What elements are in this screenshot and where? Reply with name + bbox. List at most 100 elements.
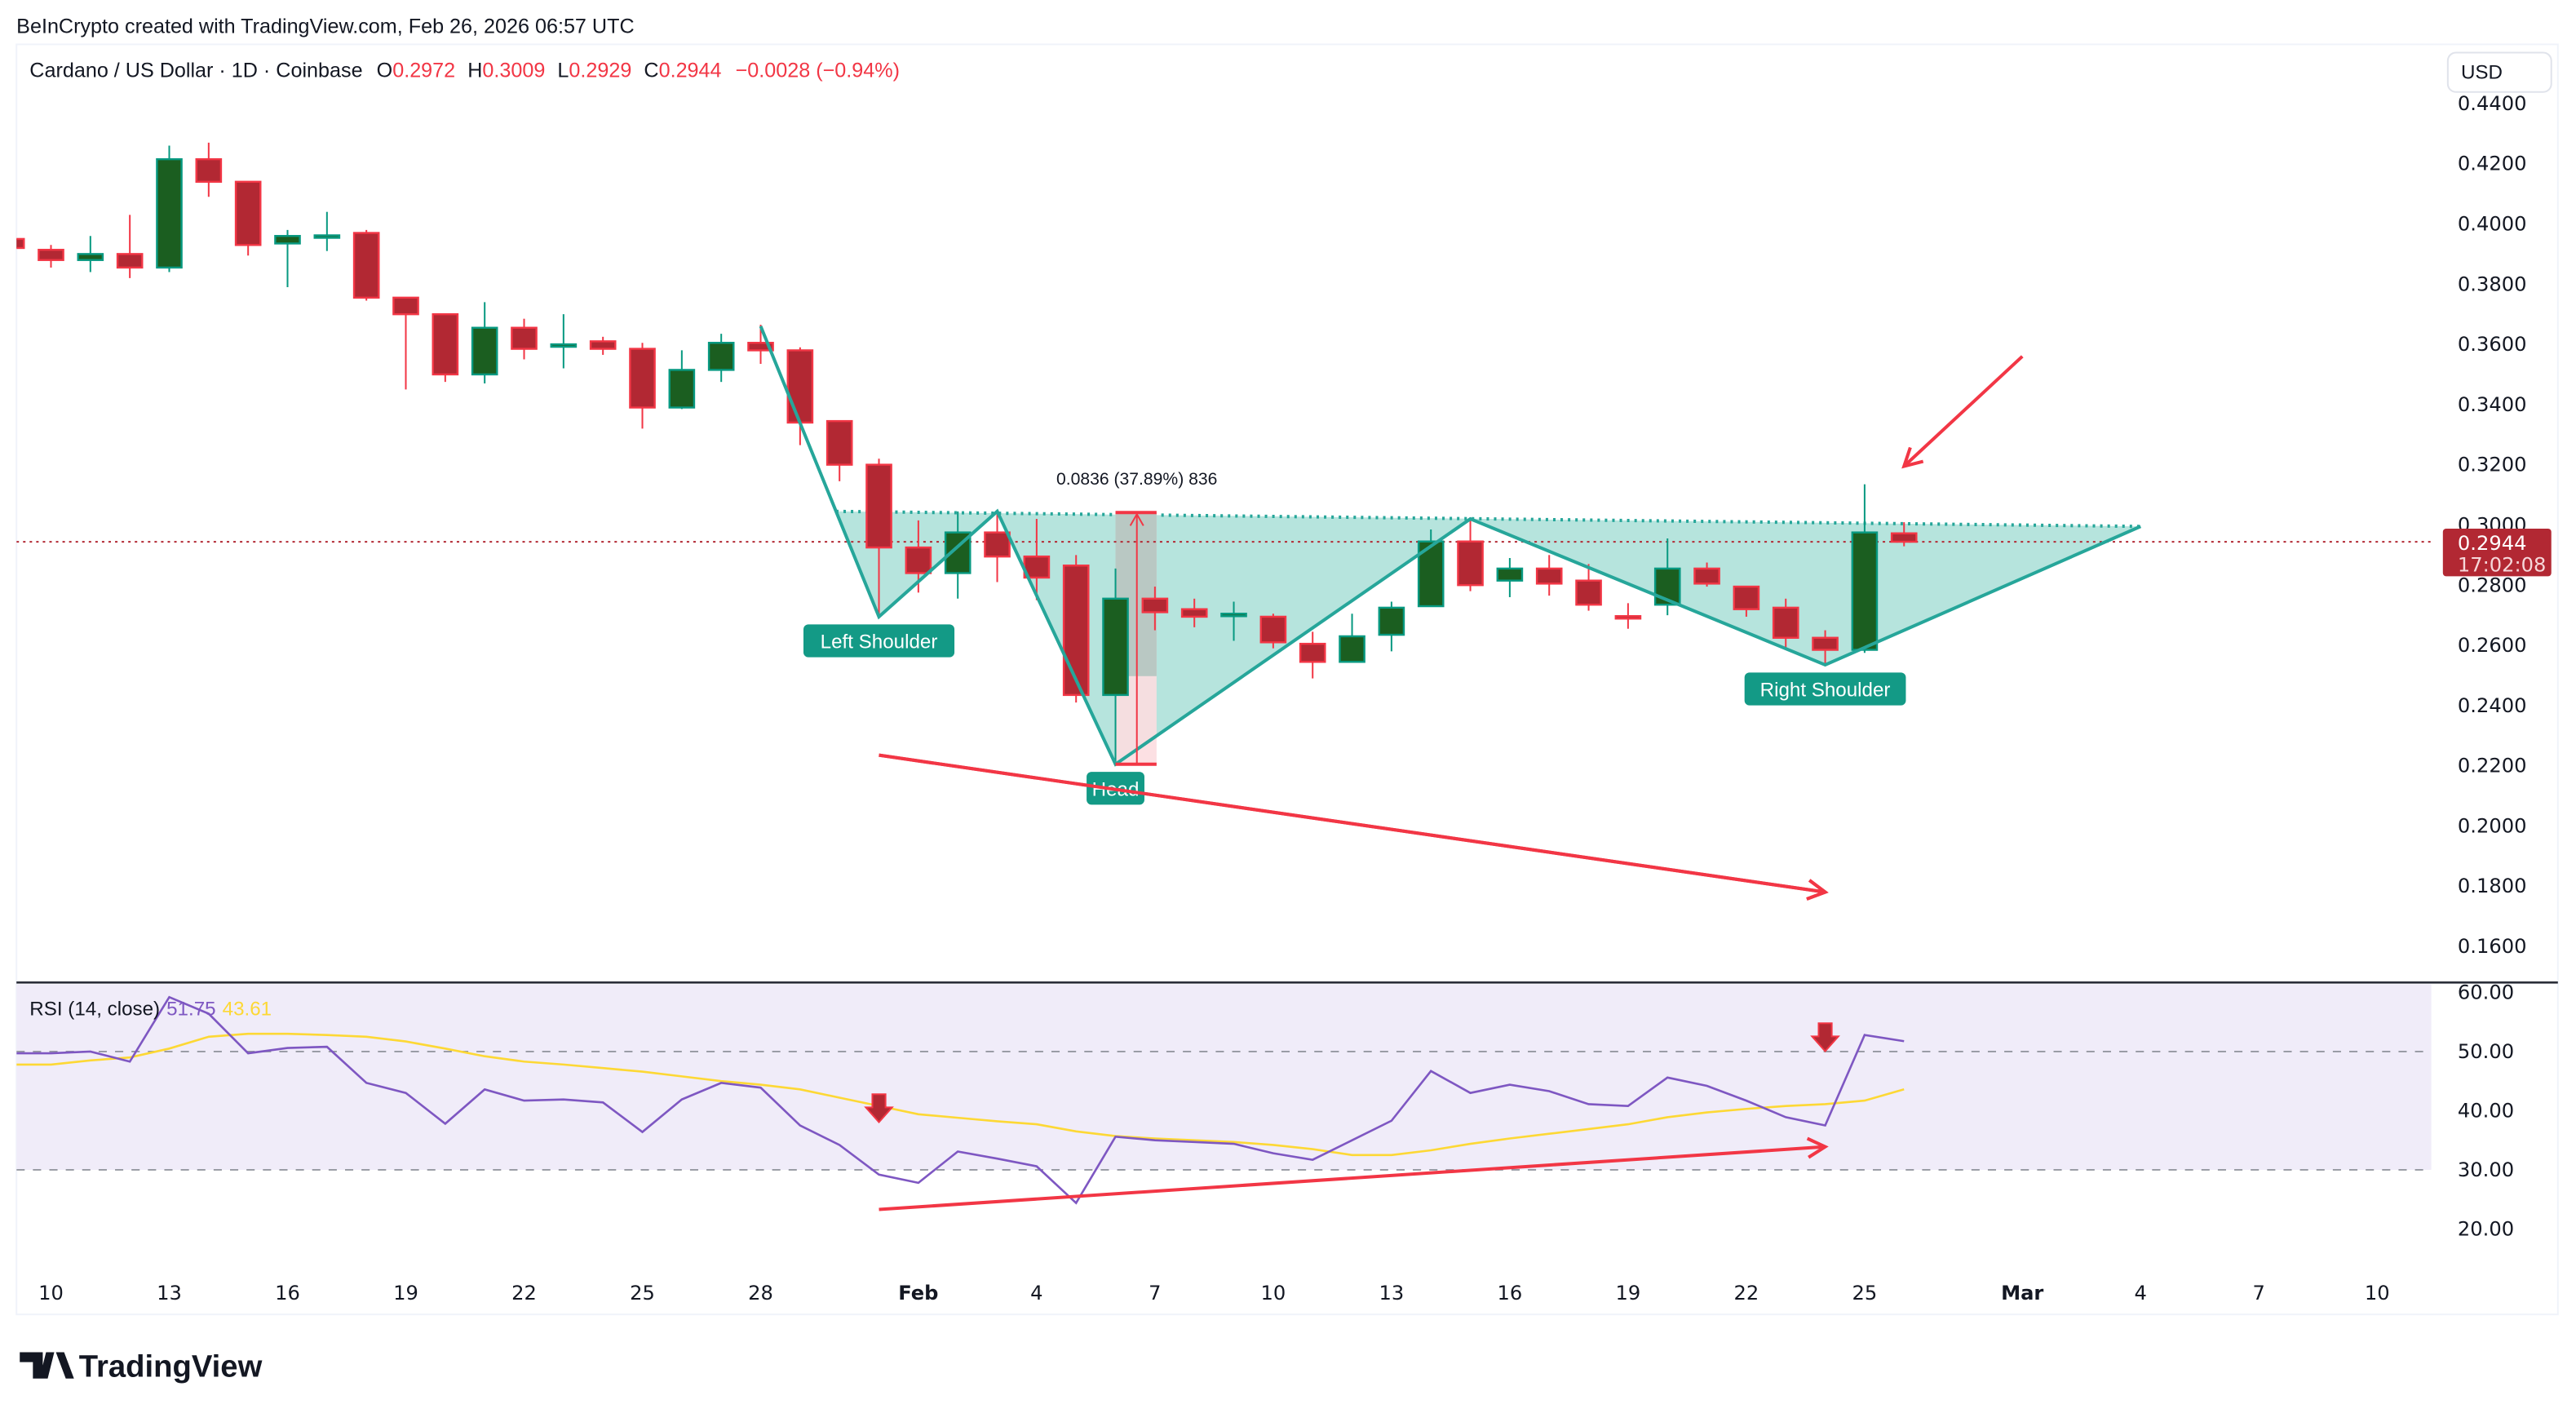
rsi-band [16,984,2432,1170]
time-axis[interactable]: 10 13 16 19 22 25 28 Feb 4 7 10 13 16 19 22 25 Mar 4 7 10 [38,1282,2390,1304]
candle [786,347,814,445]
pattern-label-text: Left Shoulder [821,631,938,653]
pattern-label: Right Shoulder [1744,672,1906,706]
candle-body [1102,597,1129,697]
candle-body [1220,613,1247,618]
rsi-annotation-arrow [879,1136,1829,1211]
tradingview-logo-icon [20,1352,74,1379]
price-axis[interactable]: 0.4400 0.4200 0.4000 0.3800 0.3600 0.3400 0.32… [2442,92,2552,958]
low-value: 0.2929 [569,60,631,82]
candle [550,314,578,369]
rsi-tick-label: 20.00 [2458,1217,2514,1240]
candle [471,302,498,384]
candle-body [77,253,104,261]
candle-body [195,157,223,184]
price-tick-label: 0.2400 [2458,694,2527,717]
candle [392,296,419,390]
high-label: H [467,60,482,82]
price-countdown: 17:02:08 [2458,553,2547,576]
candle-body [707,341,735,371]
change-value: −0.0028 (−0.94%) [736,60,900,82]
candle-body [1180,608,1208,618]
currency-label: USD [2461,62,2503,84]
time-tick-label: 10 [1260,1282,1286,1304]
pattern-label-bg [803,624,955,658]
time-tick-label: Feb [898,1282,938,1304]
price-tick-label: 0.4400 [2458,92,2527,115]
credit-line: BeInCrypto created with TradingView.com,… [16,15,634,38]
ohlc-legend: Cardano / US Dollar · 1D · Coinbase O0.2… [29,60,900,82]
time-tick-label: 25 [1852,1282,1878,1304]
candle-body [984,531,1011,558]
candle-body [1890,532,1918,543]
candle-body [392,296,419,316]
candle [1890,522,1918,547]
candle [38,245,64,268]
candle [511,318,538,360]
price-tick-label: 0.3800 [2458,272,2527,295]
rsi-tick-label: 50.00 [2458,1040,2514,1063]
candle-body [116,253,144,269]
candle-body [1693,567,1720,585]
candle [16,237,25,250]
candle [1812,630,1839,665]
candle [1220,601,1247,641]
time-tick-label: 16 [275,1282,300,1304]
close-value: 0.2944 [659,60,722,82]
price-tick-label: 0.1800 [2458,875,2527,897]
time-tick-label: 13 [157,1282,182,1304]
candle-body [629,348,656,409]
rsi-tick-label: 40.00 [2458,1099,2514,1122]
candle [865,458,892,617]
price-annotation-arrow [1901,355,2024,469]
candle [156,145,183,272]
arrow-shaft [879,1145,1826,1211]
rsi-ma-value: 43.61 [223,999,272,1021]
price-tick-label: 0.3400 [2458,393,2527,416]
candle [1299,631,1326,679]
candle [747,325,774,365]
time-tick-label: 19 [393,1282,418,1304]
open-label: O [377,60,393,82]
candle-body [668,369,696,409]
candle-body [38,248,64,261]
time-tick-label: 7 [2253,1282,2265,1304]
currency-button[interactable]: USD [2446,51,2552,93]
candle-body [747,341,774,352]
candle [984,514,1011,582]
candle-body [550,343,578,348]
candle-body [1339,635,1365,663]
price-tick-label: 0.2000 [2458,814,2527,837]
candle-body [589,340,617,350]
price-annotation-arrow-overlay [879,753,1829,901]
time-tick-label: 22 [511,1282,537,1304]
candle [1339,613,1365,663]
rsi-pane[interactable]: RSI (14, close) 51.75 43.61 60.00 50.00 40.00… [16,981,2514,1240]
candle-body [1733,585,1760,610]
price-tick-label: 0.3200 [2458,454,2527,476]
rsi-tick-label: 30.00 [2458,1158,2514,1181]
candle [1535,555,1563,596]
candle [1102,568,1129,764]
candle [77,236,104,272]
time-tick-label: 4 [2135,1282,2147,1304]
pattern-fill [835,511,2141,764]
logo-text: TradingView [79,1349,263,1384]
candle-body [432,312,459,376]
time-tick-label: Mar [2001,1282,2043,1304]
candle [668,350,696,410]
candle [1141,587,1169,631]
rsi-legend: RSI (14, close) 51.75 43.61 [29,999,272,1021]
pattern-label: Left Shoulder [803,624,955,658]
candle-body [274,235,301,245]
price-tick-label: 0.1600 [2458,935,2527,958]
candle [1457,517,1484,591]
candle [1575,564,1602,611]
candle-body [313,234,341,239]
candle-body [1062,565,1090,697]
candle-body [1259,615,1287,644]
candle-body [1496,567,1524,582]
candle [905,520,932,593]
